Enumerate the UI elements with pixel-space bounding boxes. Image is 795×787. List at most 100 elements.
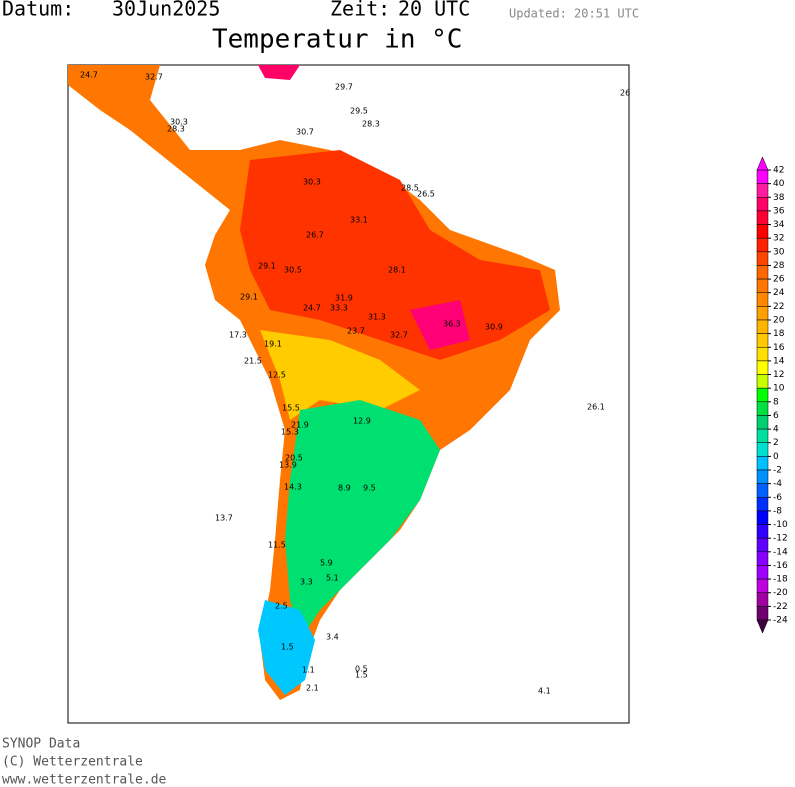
station-value: 31.3 bbox=[368, 313, 386, 322]
station-value: 36.3 bbox=[443, 320, 461, 329]
title: Temperatur in °C bbox=[212, 25, 462, 55]
legend-swatch bbox=[756, 483, 769, 498]
legend-swatch bbox=[756, 497, 769, 512]
time: 20 UTC bbox=[398, 0, 470, 21]
legend-tick-label: -6 bbox=[773, 493, 782, 503]
legend-tick-label: 30 bbox=[773, 247, 785, 257]
station-value: 33.1 bbox=[350, 216, 368, 225]
legend-swatch bbox=[756, 469, 769, 484]
station-value: 29.1 bbox=[258, 262, 276, 271]
legend-tick-label: 12 bbox=[773, 370, 784, 380]
legend-swatch bbox=[756, 169, 769, 184]
station-value: 11.5 bbox=[268, 541, 286, 550]
station-value: 2.5 bbox=[275, 602, 288, 611]
legend-tick-label: -18 bbox=[773, 575, 788, 585]
footer-line: www.wetterzentrale.de bbox=[2, 773, 167, 787]
station-value: 1.5 bbox=[355, 671, 368, 680]
legend-tick-label: 16 bbox=[773, 343, 785, 353]
land-cool bbox=[285, 400, 440, 640]
legend-tick-label: 24 bbox=[773, 288, 785, 298]
legend-tick-label: 8 bbox=[773, 397, 779, 407]
station-value: 32.7 bbox=[145, 73, 163, 82]
station-value: 2.1 bbox=[306, 684, 319, 693]
legend-swatch bbox=[756, 606, 769, 621]
station-value: 12.5 bbox=[268, 371, 286, 380]
time-label: Zeit: bbox=[330, 0, 390, 21]
station-value: 24.7 bbox=[80, 71, 98, 80]
legend-swatch bbox=[756, 578, 769, 593]
legend-tick-label: 40 bbox=[773, 179, 785, 189]
station-value: 33.3 bbox=[330, 304, 348, 313]
legend-tick-label: -12 bbox=[773, 534, 788, 544]
legend-swatch bbox=[756, 333, 769, 348]
legend-tick-label: -14 bbox=[773, 547, 788, 557]
station-value: 23.7 bbox=[347, 327, 365, 336]
footer-line: SYNOP Data bbox=[2, 737, 80, 752]
legend-tick-label: 0 bbox=[773, 452, 779, 462]
station-value: 5.1 bbox=[326, 574, 339, 583]
legend-swatch bbox=[756, 537, 769, 553]
station-value: 21.9 bbox=[291, 421, 309, 430]
legend-tick-label: -22 bbox=[773, 602, 788, 612]
legend-swatch bbox=[756, 401, 769, 416]
date-label: Datum: bbox=[2, 0, 74, 21]
station-value: 4.1 bbox=[538, 687, 551, 696]
land-mild bbox=[260, 330, 420, 420]
station-value: 28.1 bbox=[388, 266, 406, 275]
legend-tick-label: -8 bbox=[773, 506, 782, 516]
station-value: 29.1 bbox=[240, 293, 258, 302]
date: 30Jun2025 bbox=[112, 0, 220, 21]
station-value: 1.5 bbox=[281, 643, 294, 652]
station-value: 13.9 bbox=[279, 461, 297, 470]
station-value: 8.9 bbox=[338, 484, 351, 493]
station-value: 3.3 bbox=[300, 578, 313, 587]
station-value: 3.4 bbox=[326, 633, 339, 642]
legend-swatch bbox=[756, 265, 769, 280]
legend-swatch bbox=[756, 210, 769, 225]
legend-swatch bbox=[756, 319, 769, 334]
station-value: 26.5 bbox=[417, 190, 435, 199]
station-value: 31.9 bbox=[335, 294, 353, 303]
legend-swatch bbox=[756, 442, 769, 457]
station-value: 32.7 bbox=[390, 331, 408, 340]
legend-swatch bbox=[756, 510, 769, 525]
station-value: 28.3 bbox=[362, 120, 380, 129]
station-value: 30.9 bbox=[485, 323, 503, 332]
legend-swatch bbox=[756, 278, 769, 293]
legend-tick-label: 22 bbox=[773, 302, 784, 312]
station-value: 5.9 bbox=[320, 559, 333, 568]
station-value: 15.3 bbox=[281, 428, 299, 437]
legend-tick-label: 26 bbox=[773, 275, 785, 285]
station-value: 30.7 bbox=[296, 128, 314, 137]
legend-swatch bbox=[756, 251, 769, 266]
updated: Updated: 20:51 UTC bbox=[509, 7, 639, 21]
station-value: 15.5 bbox=[282, 404, 300, 413]
legend-swatch bbox=[756, 197, 769, 212]
legend-tick-label: 20 bbox=[773, 316, 785, 326]
legend-swatch bbox=[756, 387, 769, 403]
station-value: 9.5 bbox=[363, 484, 376, 493]
legend-arrow bbox=[756, 619, 769, 634]
footer-line: (C) Wetterzentrale bbox=[2, 755, 143, 770]
station-value: 14.3 bbox=[284, 483, 302, 492]
legend-tick-label: -16 bbox=[773, 561, 788, 571]
land-cold bbox=[258, 600, 315, 695]
station-value: 30.5 bbox=[284, 266, 302, 275]
legend-swatch bbox=[756, 374, 769, 389]
legend: 424038363432302826242220181614121086420-… bbox=[756, 156, 788, 634]
station-value: 26.1 bbox=[587, 403, 605, 412]
station-value: 1.1 bbox=[302, 666, 315, 675]
station-value: 29.5 bbox=[350, 107, 368, 116]
legend-tick-label: -24 bbox=[773, 616, 788, 626]
legend-tick-label: 2 bbox=[773, 438, 779, 448]
station-value: 0.5 bbox=[355, 665, 368, 674]
legend-swatch bbox=[756, 565, 769, 580]
legend-tick-label: 42 bbox=[773, 166, 784, 176]
map bbox=[67, 64, 630, 724]
legend-tick-label: -2 bbox=[773, 466, 782, 476]
station-value: 28.3 bbox=[167, 125, 185, 134]
legend-tick-label: 36 bbox=[773, 206, 785, 216]
station-value: 12.9 bbox=[353, 417, 371, 426]
